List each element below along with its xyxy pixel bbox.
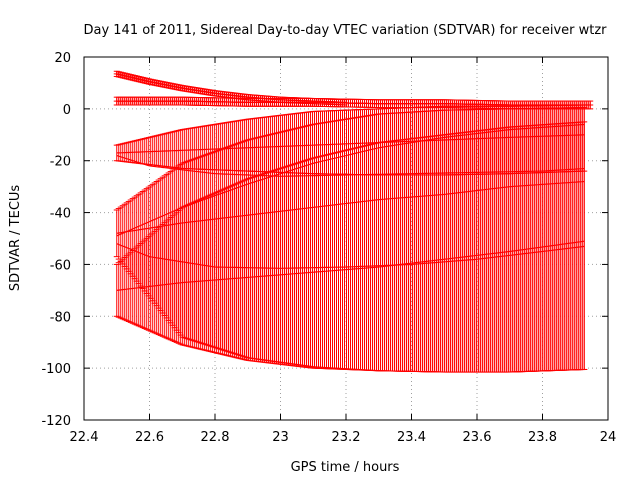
- x-tick-label: 22.4: [70, 430, 99, 445]
- y-tick-label: -80: [50, 310, 71, 325]
- series-line: [116, 154, 585, 177]
- series-line: [116, 73, 345, 103]
- x-tick-label: 24: [600, 430, 617, 445]
- x-tick-label: 23: [272, 430, 289, 445]
- series-4: [116, 243, 585, 269]
- series-6: [116, 154, 585, 177]
- y-tick-label: -100: [41, 362, 71, 377]
- series-line: [116, 123, 585, 237]
- series-line: [116, 240, 585, 291]
- series-line: [116, 100, 591, 106]
- y-tick-label: -40: [50, 207, 71, 222]
- x-tick-label: 23.6: [463, 430, 492, 445]
- x-tick-label: 23.8: [528, 430, 557, 445]
- x-tick-label: 23.4: [397, 430, 426, 445]
- ticks: 22.4 22.6 22.8 23 23.2 23.4 23.6 23.8 24 20 0 -20 -4…: [41, 51, 616, 445]
- x-tick-label: 23.2: [332, 430, 361, 445]
- y-axis-label: SDTVAR / TECUs: [8, 185, 23, 292]
- x-axis-label: GPS time / hours: [291, 460, 400, 475]
- y-tick-label: 20: [54, 51, 71, 66]
- y-tick-label: -60: [50, 258, 71, 273]
- series-line: [116, 134, 585, 154]
- series-line: [116, 243, 585, 269]
- y-tick-label: 0: [63, 103, 71, 118]
- y-tick-label: -20: [50, 155, 71, 170]
- x-tick-label: 22.8: [201, 430, 230, 445]
- data-marks: [113, 70, 594, 373]
- series-5: [116, 123, 585, 237]
- series-8: [113, 70, 348, 106]
- chart-title: Day 141 of 2011, Sidereal Day-to-day VTE…: [83, 23, 607, 38]
- x-tick-label: 22.6: [135, 430, 164, 445]
- y-tick-label: -120: [41, 414, 71, 429]
